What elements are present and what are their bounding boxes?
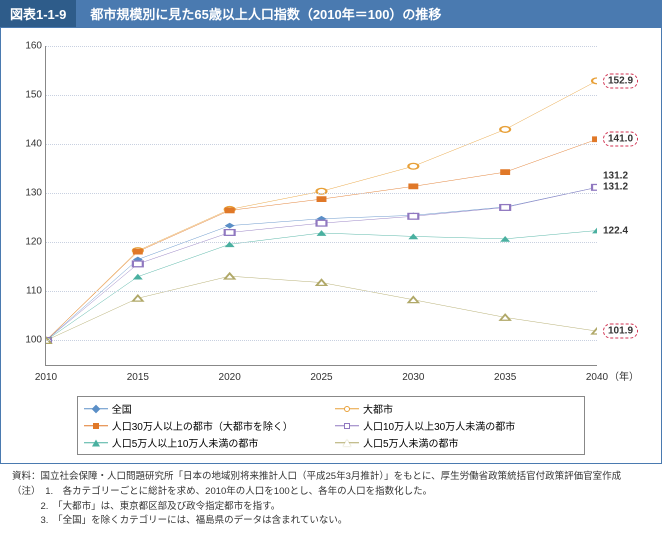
y-tick-label: 100 [18,335,42,346]
data-marker [133,295,143,301]
y-tick-label: 160 [18,41,42,52]
figure-footer: 資料：国立社会保障・人口問題研究所「日本の地域別将来推計人口（平成25年3月推計… [0,464,662,539]
data-marker [500,127,510,133]
plot-area: （年） 100110120130140150160201020152020202… [45,46,597,366]
grid-line [46,291,597,292]
data-marker [500,315,510,321]
grid-line [46,193,597,194]
data-marker [408,183,418,189]
data-marker [317,196,327,202]
grid-line [46,340,597,341]
footer-note: 2. 「大都市」は、東京都区部及び政令指定都市を指す。 [12,500,650,514]
data-marker [225,273,235,279]
data-marker [408,213,418,219]
data-marker [317,220,327,226]
legend-item: 大都市 [335,401,578,416]
legend-item: 人口10万人以上30万人未満の都市 [335,418,578,433]
series-end-label: 141.0 [603,132,638,147]
y-tick-label: 130 [18,188,42,199]
figure-number: 図表1-1-9 [0,0,76,27]
legend-label: 全国 [112,401,132,416]
chart-wrapper: （年） 100 110 120 130 140 150 160 2010 2015 2020 202… [0,27,662,464]
data-marker [133,261,143,267]
data-marker [592,328,597,334]
data-marker [408,163,418,169]
grid-line [46,242,597,243]
x-tick-label: 2030 [402,372,424,383]
grid-line [46,95,597,96]
series-end-label: 122.4 [603,225,628,236]
legend-label: 人口30万人以上の都市（大都市を除く） [112,418,293,433]
figure-title: 都市規模別に見た65歳以上人口指数（2010年＝100）の推移 [76,0,662,27]
figure-container: 図表1-1-9 都市規模別に見た65歳以上人口指数（2010年＝100）の推移 … [0,0,662,539]
series-end-label: 131.2 [603,182,628,193]
data-marker [225,208,235,214]
data-marker [133,274,143,280]
data-marker [592,78,597,84]
footer-source: 資料：国立社会保障・人口問題研究所「日本の地域別将来推計人口（平成25年3月推計… [12,470,650,484]
data-marker [408,297,418,303]
chart-plot: （年） 100 110 120 130 140 150 160 2010 2015 2020 202… [15,42,647,392]
series-end-label: 152.9 [603,73,638,88]
legend-label: 大都市 [363,401,393,416]
y-tick-label: 110 [18,286,42,297]
data-marker [500,169,510,175]
chart-svg [46,46,597,365]
footer-note: 3. 「全国」を除くカテゴリーには、福島県のデータは含まれていない。 [12,514,650,528]
footer-note: （注） 1. 各カテゴリーごとに総計を求め、2010年の人口を100とし、各年の… [12,485,650,499]
data-marker [592,228,597,234]
data-marker [592,184,597,190]
y-tick-label: 150 [18,90,42,101]
series-end-label: 131.2 [603,171,628,182]
data-marker [317,280,327,286]
legend-item: 人口5万人以上10万人未満の都市 [84,435,327,450]
x-tick-label: 2015 [127,372,149,383]
grid-line [46,144,597,145]
x-tick-label: 2035 [494,372,516,383]
x-tick-label: 2025 [310,372,332,383]
data-marker [500,205,510,211]
figure-header: 図表1-1-9 都市規模別に見た65歳以上人口指数（2010年＝100）の推移 [0,0,662,27]
chart-legend: 全国 大都市人口30万人以上の都市（大都市を除く） 人口10万人以上30万人未満の都… [77,396,586,455]
legend-label: 人口10万人以上30万人未満の都市 [363,418,515,433]
legend-label: 人口5万人未満の都市 [363,435,459,450]
legend-item: 人口5万人未満の都市 [335,435,578,450]
data-marker [225,230,235,236]
x-tick-label: 2040 [586,372,608,383]
legend-item: 全国 [84,401,327,416]
grid-line [46,46,597,47]
y-tick-label: 120 [18,237,42,248]
data-marker [225,223,235,229]
x-tick-label: 2020 [219,372,241,383]
legend-item: 人口30万人以上の都市（大都市を除く） [84,418,327,433]
x-tick-label: 2010 [35,372,57,383]
legend-label: 人口5万人以上10万人未満の都市 [112,435,259,450]
y-tick-label: 140 [18,139,42,150]
data-marker [133,249,143,255]
data-marker [592,136,597,142]
series-end-label: 101.9 [603,324,638,339]
x-axis-unit: （年） [609,368,639,383]
